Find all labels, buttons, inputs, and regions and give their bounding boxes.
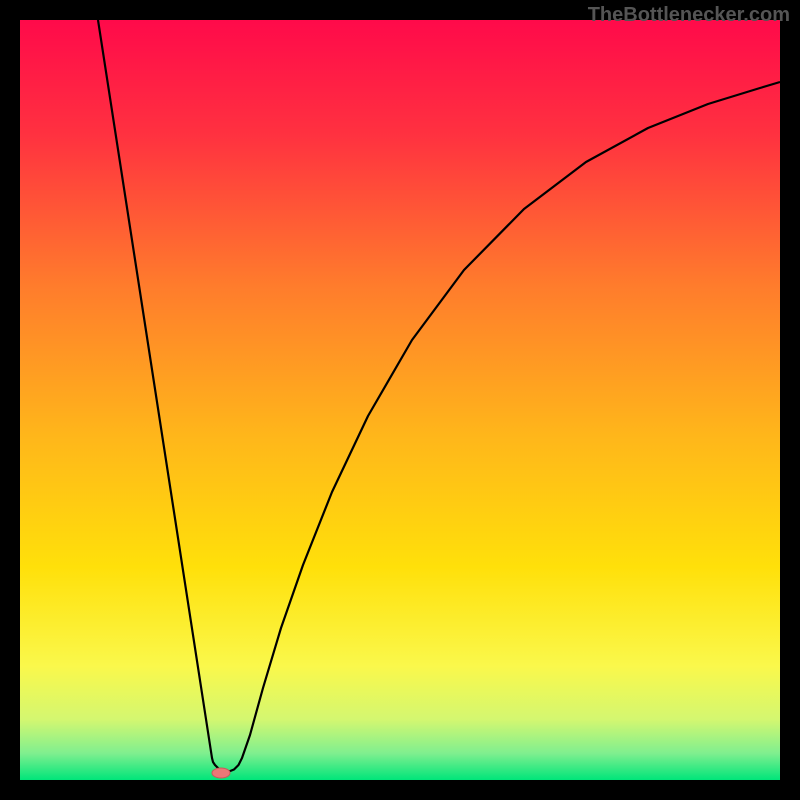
watermark-text: TheBottlenecker.com bbox=[588, 4, 790, 27]
chart-container: TheBottlenecker.com bbox=[0, 0, 800, 800]
optimal-point-marker bbox=[212, 768, 230, 778]
plot-background bbox=[20, 20, 780, 780]
bottleneck-chart bbox=[0, 0, 800, 800]
